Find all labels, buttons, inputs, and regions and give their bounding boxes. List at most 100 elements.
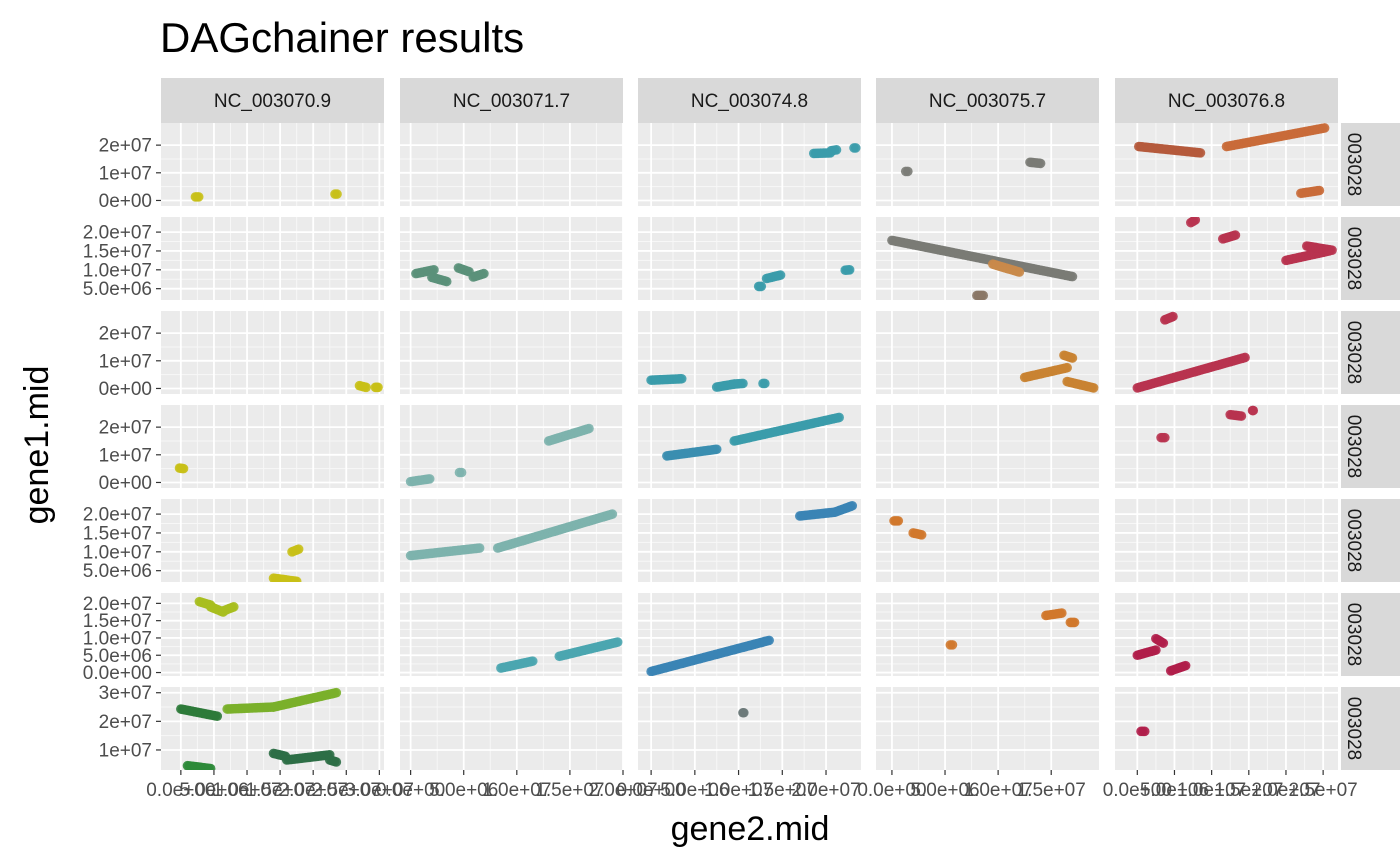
facet-label-row-0: 003028 — [1343, 133, 1364, 196]
data-point — [1314, 185, 1325, 196]
synteny-block — [176, 704, 223, 721]
panel-background — [876, 123, 1099, 206]
data-point — [1035, 158, 1046, 169]
data-point — [1160, 432, 1170, 443]
synteny-block — [646, 373, 687, 385]
facet-strip-col-3 — [876, 78, 1099, 123]
y-tick-label: 0e+00 — [99, 191, 152, 212]
data-point — [1168, 311, 1178, 322]
panel-r0-c1 — [400, 123, 623, 206]
panel-background — [1115, 499, 1338, 582]
y-tick-label: 5.0e+06 — [83, 646, 152, 667]
synteny-block — [1225, 409, 1247, 421]
data-point — [228, 602, 239, 612]
synteny-block — [492, 509, 618, 553]
synteny-block — [1132, 352, 1250, 393]
panel-background — [1115, 687, 1338, 770]
panel-background — [876, 499, 1099, 582]
synteny-block — [174, 463, 189, 474]
panel-background — [876, 687, 1099, 770]
x-tick-label: 1.0e+07 — [212, 780, 281, 801]
y-tick-label: 2e+07 — [99, 418, 152, 439]
data-point — [1158, 638, 1169, 648]
synteny-block — [454, 467, 467, 478]
x-tick-labels: 0.0e+005.0e+061.0e+071.5e+072.0e+072.5e+… — [146, 770, 1358, 801]
panel-r4-c1 — [400, 499, 623, 582]
y-tick-label: 1.5e+07 — [83, 523, 152, 544]
panel-r5-c1 — [400, 593, 623, 676]
data-point — [1067, 271, 1078, 282]
panel-r3-c3 — [876, 405, 1099, 488]
facet-strip-row-0 — [1341, 123, 1400, 206]
x-tick-label: 1.5e+07 — [1017, 780, 1086, 801]
data-point — [474, 543, 485, 553]
facet-grid: NC_003070.9 NC_003071.7 NC_003074.8 NC_0030… — [161, 78, 1400, 770]
data-point — [527, 656, 538, 666]
facet-strip-row-6 — [1341, 687, 1400, 770]
synteny-block — [729, 378, 748, 389]
y-tick-label: 1.0e+07 — [83, 542, 152, 563]
y-tick-label: 1e+07 — [99, 740, 152, 761]
x-tick-label: 2.5e+07 — [312, 780, 381, 801]
synteny-block — [753, 281, 767, 292]
synteny-block — [1247, 405, 1259, 416]
panel-r0-c2 — [638, 123, 861, 206]
data-point — [1195, 148, 1206, 158]
x-tick-label: 2.0e+07 — [588, 780, 657, 801]
data-point — [1151, 645, 1161, 655]
y-tick-label: 1e+07 — [99, 163, 152, 184]
synteny-block — [738, 707, 749, 718]
data-point — [424, 474, 435, 484]
panel-background — [400, 123, 623, 206]
synteny-block — [1165, 660, 1191, 676]
facet-strip-row-4 — [1341, 499, 1400, 582]
synteny-block — [889, 516, 904, 526]
data-point — [479, 268, 489, 279]
synteny-block — [829, 500, 858, 518]
y-tick-label: 0e+00 — [99, 379, 152, 400]
panel-background — [400, 405, 623, 488]
data-point — [205, 763, 216, 770]
synteny-block — [900, 166, 913, 177]
panel-r3-c4 — [1115, 405, 1338, 488]
synteny-block — [554, 637, 623, 662]
synteny-block — [287, 544, 304, 557]
synteny-block — [840, 265, 855, 275]
data-point — [212, 711, 223, 721]
data-point — [739, 707, 749, 718]
facet-label-row-3: 003028 — [1343, 415, 1364, 478]
synteny-block — [826, 145, 842, 156]
data-point — [584, 423, 594, 434]
facet-strip-col-1 — [400, 78, 623, 123]
panel-r0-c0 — [161, 123, 384, 206]
synteny-block — [543, 423, 594, 446]
synteny-block — [330, 189, 342, 199]
synteny-block — [218, 602, 239, 616]
synteny-block — [453, 263, 474, 277]
y-axis-title: gene1.mid — [18, 366, 56, 525]
facet-label-col-2: NC_003074.8 — [691, 91, 808, 112]
panel-background — [161, 405, 384, 488]
panel-background — [876, 405, 1099, 488]
panel-r4-c4 — [1115, 499, 1338, 582]
panel-r4-c0 — [161, 499, 384, 582]
synteny-block — [646, 635, 774, 676]
y-tick-label: 1e+07 — [99, 445, 152, 466]
facet-strip-col-0 — [161, 78, 384, 123]
data-point — [847, 500, 858, 511]
x-tick-label: 0.0e+00 — [146, 780, 215, 801]
panel-r3-c1 — [400, 405, 623, 488]
data-point — [893, 516, 904, 526]
y-tick-label: 2e+07 — [99, 324, 152, 345]
facet-strip-col-2 — [638, 78, 861, 123]
y-tick-labels: 0e+001e+072e+075.0e+061.0e+071.5e+072.0e… — [83, 136, 161, 761]
panel-r6-c1 — [400, 687, 623, 770]
y-tick-label: 5.0e+06 — [83, 561, 152, 582]
data-point — [1088, 383, 1099, 393]
x-tick-label: 2.0e+07 — [279, 780, 348, 801]
data-point — [331, 757, 342, 767]
synteny-block — [729, 412, 844, 446]
data-point — [441, 276, 452, 287]
data-point — [978, 290, 989, 300]
